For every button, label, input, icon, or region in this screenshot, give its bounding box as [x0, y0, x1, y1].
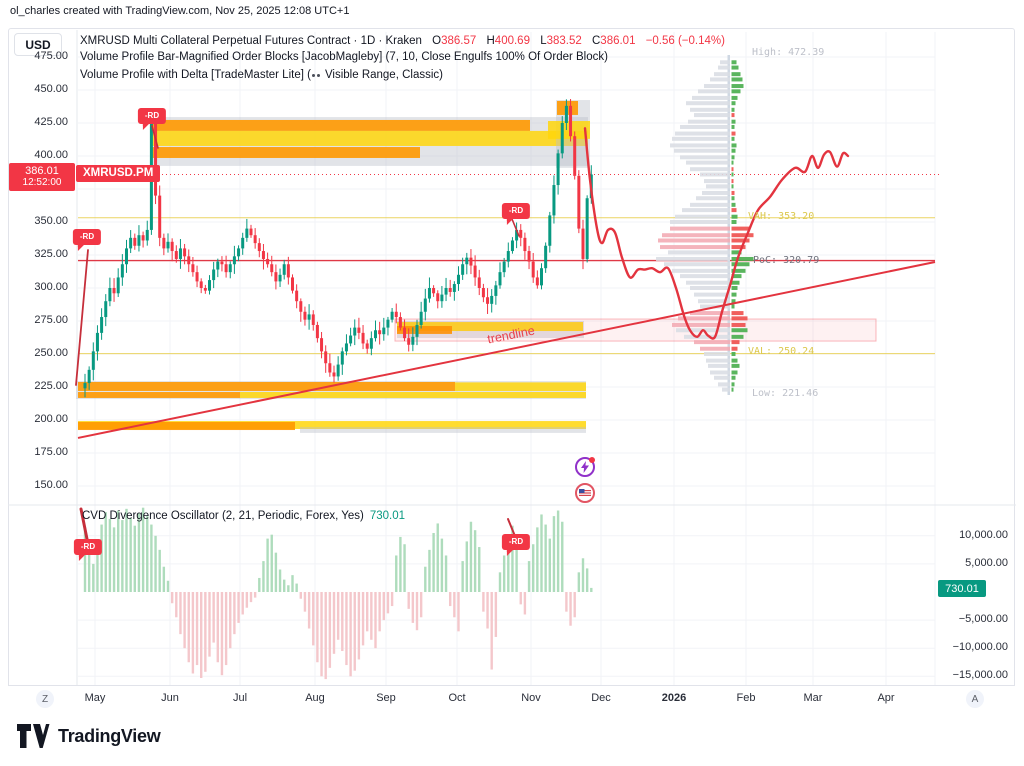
tradingview-logo-icon: [17, 724, 50, 748]
timezone-button[interactable]: Z: [36, 690, 54, 708]
price-axis-label: 475.00: [34, 50, 68, 62]
ohlc-high-value: 400.69: [494, 35, 530, 47]
indicator2-title-suffix: Visible Range, Classic): [324, 68, 443, 81]
time-axis[interactable]: Z May Jun Jul Aug Sep Oct Nov Dec 2026 Feb Mar Apr …: [8, 685, 1015, 712]
oscillator-axis-label: −15,000.00: [952, 669, 1008, 682]
last-price-axis-badge: 386.01 12:52:00: [9, 163, 75, 191]
rd-divergence-badge: -RD: [72, 229, 102, 251]
ohlc-open-label: O: [432, 35, 442, 47]
symbol-title: XMRUSD Multi Collateral Perpetual Future…: [80, 35, 422, 47]
month-label: Mar: [803, 692, 823, 704]
oscillator-title: CVD Divergence Oscillator (2, 21, Period…: [82, 510, 364, 522]
price-axis-label: 400.00: [34, 149, 68, 161]
price-axis-label: 150.00: [34, 479, 68, 491]
rd-divergence-badge: -RD: [501, 203, 531, 225]
auto-scale-button[interactable]: A: [966, 690, 984, 708]
legend-indicator2-row[interactable]: Volume Profile with Delta [TradeMaster L…: [80, 66, 725, 84]
ohlc-open-value: 386.57: [441, 35, 477, 47]
month-label: Apr: [877, 692, 895, 704]
change-value: −0.56 (−0.14%): [645, 35, 725, 47]
profile-val-label: VAL: 250.24: [748, 346, 815, 357]
notification-dot: [589, 457, 595, 463]
last-price-value: 386.01: [25, 165, 59, 177]
ohlc-low-label: L: [540, 35, 547, 47]
ohlc-low-value: 383.52: [546, 35, 582, 47]
rd-divergence-badge: -RD: [137, 108, 167, 130]
eyes-icon: [311, 66, 322, 82]
month-label: Nov: [521, 692, 541, 704]
oscillator-value-badge: 730.01: [938, 580, 986, 597]
attribution-text: ol_charles created with TradingView.com,…: [10, 5, 350, 17]
profile-high-label: High: 472.39: [752, 47, 825, 58]
price-axis-label: 175.00: [34, 446, 68, 458]
oscillator-axis-label: −5,000.00: [958, 613, 1008, 626]
ohlc-close-value: 386.01: [600, 35, 636, 47]
price-axis-label: 275.00: [34, 314, 68, 326]
month-label: May: [84, 692, 106, 704]
price-axis-label: 225.00: [34, 380, 68, 392]
profile-vah-label: VAH: 353.20: [748, 211, 815, 222]
symbol-price-label: XMRUSD.PM: [76, 165, 161, 182]
month-label: 2026: [661, 692, 687, 704]
month-label: Feb: [736, 692, 756, 704]
countdown-timer: 12:52:00: [22, 177, 62, 188]
month-label: Sep: [376, 692, 396, 704]
rd-divergence-badge: -RD: [73, 539, 103, 561]
price-axis-label: 425.00: [34, 116, 68, 128]
chart-legend: XMRUSD Multi Collateral Perpetual Future…: [80, 33, 725, 84]
oscillator-axis-label: 5,000.00: [965, 556, 1008, 569]
price-axis-label: 350.00: [34, 215, 68, 227]
profile-poc-label: PoC: 320.79: [753, 255, 820, 266]
ohlc-close-label: C: [591, 35, 601, 47]
footer-logo: TradingView: [16, 723, 161, 749]
ohlc-high-label: H: [486, 35, 495, 47]
price-axis-label: 250.00: [34, 347, 68, 359]
month-label: Oct: [448, 692, 466, 704]
price-axis-label: 200.00: [34, 413, 68, 425]
indicator1-title: Volume Profile Bar-Magnified Order Block…: [80, 51, 608, 64]
oscillator-legend[interactable]: CVD Divergence Oscillator (2, 21, Period…: [82, 510, 405, 522]
oscillator-axis-label: −10,000.00: [952, 641, 1008, 654]
rd-divergence-badge: -RD: [501, 534, 531, 556]
month-label: Aug: [305, 692, 325, 704]
month-label: Dec: [591, 692, 611, 704]
tradingview-brand-text: TradingView: [58, 725, 161, 746]
lightning-event-icon[interactable]: [575, 457, 595, 477]
price-axis-label: 300.00: [34, 281, 68, 293]
price-axis-label: 450.00: [34, 83, 68, 95]
profile-low-label: Low: 221.46: [752, 388, 819, 399]
legend-main-row[interactable]: XMRUSD Multi Collateral Perpetual Future…: [80, 33, 725, 49]
us-flag-event-icon[interactable]: [575, 483, 595, 503]
legend-indicator1-row[interactable]: Volume Profile Bar-Magnified Order Block…: [80, 49, 725, 65]
currency-button[interactable]: USD: [14, 33, 62, 56]
indicator2-title-prefix: Volume Profile with Delta [TradeMaster L…: [80, 68, 311, 81]
price-axis-label: 325.00: [34, 248, 68, 260]
oscillator-axis-label: 10,000.00: [959, 528, 1008, 541]
oscillator-value: 730.01: [369, 510, 406, 522]
month-label: Jun: [161, 692, 179, 704]
month-label: Jul: [232, 692, 248, 704]
